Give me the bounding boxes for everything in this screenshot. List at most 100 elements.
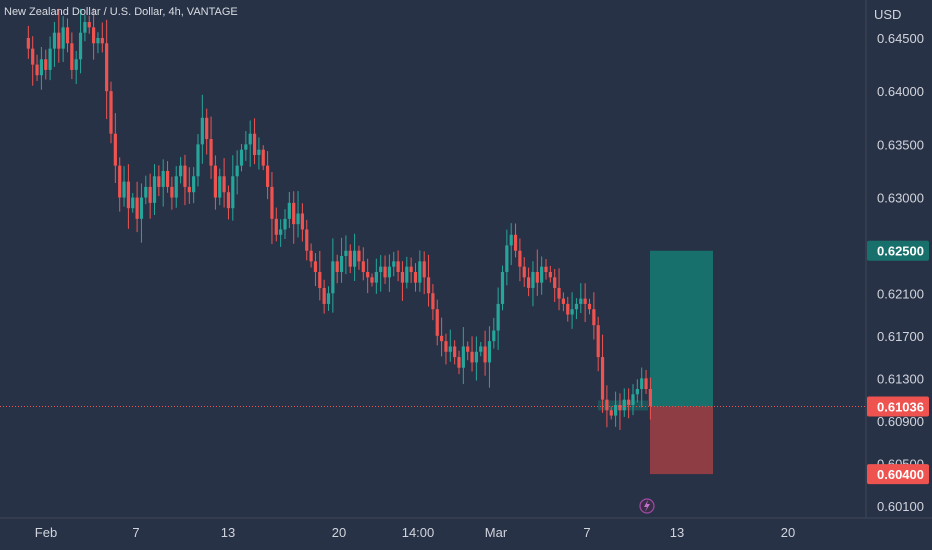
candle <box>366 258 370 294</box>
stop-loss-zone[interactable] <box>650 406 713 475</box>
time-tick-label: 20 <box>332 525 346 540</box>
price-tick-label: 0.61700 <box>877 329 924 344</box>
candle <box>35 54 39 82</box>
candle <box>205 108 209 155</box>
svg-text:0.60400: 0.60400 <box>877 467 924 482</box>
candle <box>196 134 200 187</box>
candle <box>357 245 361 270</box>
time-tick-label: 13 <box>670 525 684 540</box>
candle <box>135 181 139 233</box>
candle <box>322 279 326 314</box>
candle <box>483 330 487 376</box>
candle <box>370 273 374 287</box>
candle <box>500 265 505 311</box>
candle <box>461 327 465 385</box>
candle <box>161 159 165 207</box>
candle <box>252 118 257 165</box>
candle <box>561 292 565 312</box>
candle <box>31 36 35 86</box>
candle <box>557 268 561 311</box>
candle <box>65 18 70 53</box>
profit-target-zone[interactable] <box>650 250 713 407</box>
candle <box>183 154 187 206</box>
time-tick-label: Mar <box>485 525 508 540</box>
candle <box>313 253 318 287</box>
candle <box>26 25 30 59</box>
candle <box>466 341 470 361</box>
lightning-icon[interactable] <box>639 498 655 514</box>
candle <box>187 167 191 204</box>
candle <box>583 283 587 323</box>
candle <box>448 329 452 362</box>
time-tick-label: 7 <box>583 525 590 540</box>
candle <box>413 263 418 292</box>
candle <box>83 14 87 42</box>
candle <box>270 171 274 245</box>
currency-label: USD <box>874 7 901 22</box>
target-price-tag: 0.62500 <box>867 240 929 261</box>
candle <box>470 336 474 372</box>
candle <box>440 317 444 357</box>
candle <box>618 393 622 430</box>
candle <box>374 258 378 294</box>
candle <box>331 238 335 313</box>
candle <box>48 36 52 81</box>
candle <box>113 113 117 183</box>
candle <box>126 164 130 229</box>
candle <box>479 341 483 357</box>
candle <box>596 316 600 372</box>
candle <box>431 284 435 321</box>
current-price-tag: 0.61036 <box>867 396 929 417</box>
candle <box>644 369 648 394</box>
candle <box>57 8 61 63</box>
candle <box>152 164 157 215</box>
stop-price-tag: 0.60400 <box>867 464 929 485</box>
candle <box>200 94 204 164</box>
candle <box>192 167 196 204</box>
candle <box>383 255 387 284</box>
time-tick-label: 20 <box>781 525 795 540</box>
candle <box>239 143 244 172</box>
candle <box>139 183 144 243</box>
candle <box>353 233 357 281</box>
candle <box>566 296 570 322</box>
candle <box>635 379 639 403</box>
candle <box>487 326 492 388</box>
candle <box>335 254 339 284</box>
candle <box>496 287 500 350</box>
candle <box>492 317 496 349</box>
candle <box>600 334 605 413</box>
candle <box>105 19 109 120</box>
candle <box>387 254 391 292</box>
candle <box>640 367 644 408</box>
candle <box>513 223 518 258</box>
candle <box>131 193 135 213</box>
candle <box>457 350 461 375</box>
candle <box>574 298 579 320</box>
candle <box>505 229 509 286</box>
candle <box>226 185 231 220</box>
candle <box>509 223 513 266</box>
candle <box>522 257 526 287</box>
candle <box>244 131 248 161</box>
price-tick-label: 0.60100 <box>877 499 924 514</box>
price-tick-label: 0.60900 <box>877 414 924 429</box>
candle <box>109 81 113 144</box>
candle <box>213 155 217 210</box>
candle <box>392 251 396 277</box>
candle <box>409 257 413 283</box>
candle <box>248 120 252 167</box>
candle <box>531 261 535 307</box>
candle <box>174 166 178 208</box>
candle <box>453 340 457 365</box>
candle <box>122 166 126 207</box>
candle <box>535 249 539 296</box>
candle <box>148 173 152 219</box>
candle <box>144 175 148 205</box>
candle <box>218 168 222 206</box>
candle <box>587 298 592 315</box>
candle <box>553 269 557 302</box>
candle <box>92 7 96 60</box>
candle <box>44 49 48 80</box>
